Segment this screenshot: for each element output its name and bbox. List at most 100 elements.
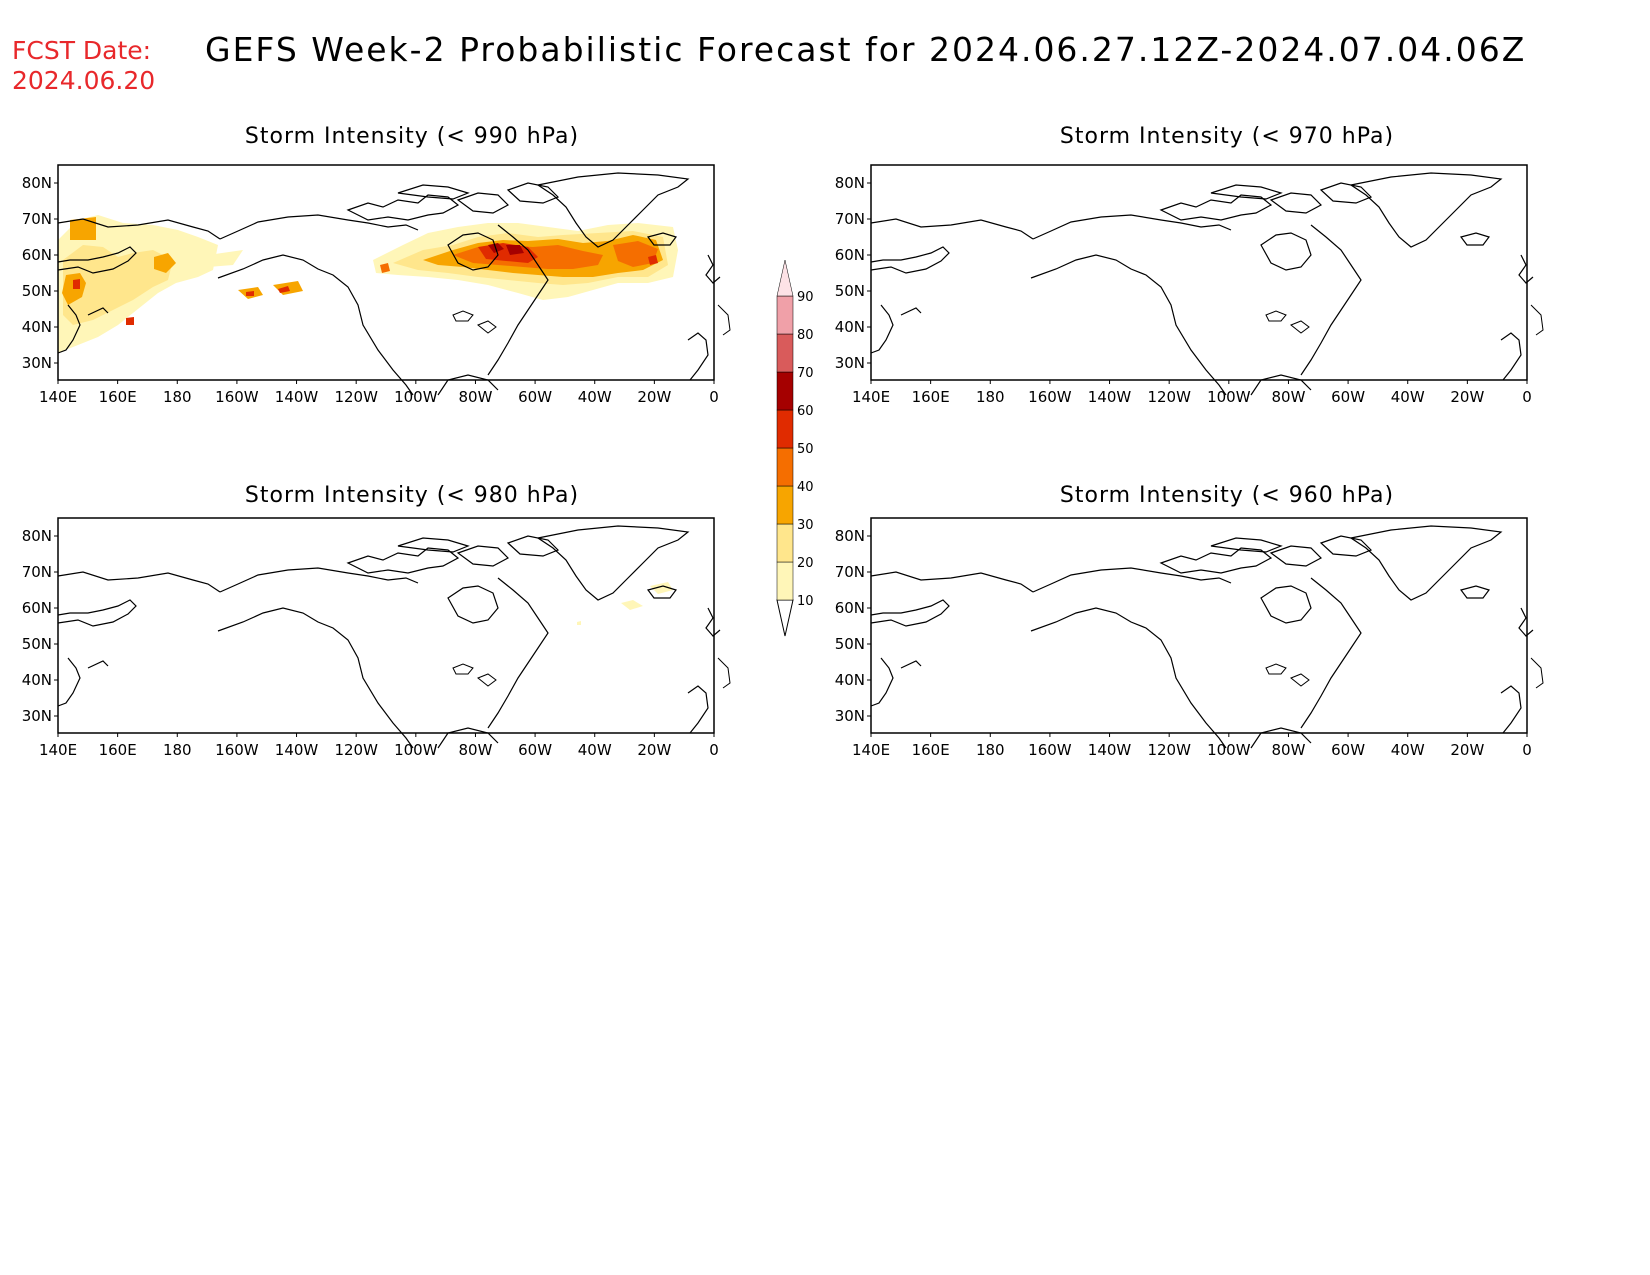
lat-tick-label: 70N xyxy=(835,563,865,581)
lon-tick-label: 100W xyxy=(394,388,438,406)
lon-tick-label: 140W xyxy=(1088,741,1132,759)
lat-tick-label: 50N xyxy=(835,635,865,653)
colorbar-level-label: 90 xyxy=(797,290,814,305)
colorbar-lower-extension xyxy=(776,599,794,637)
lon-tick-label: 160E xyxy=(912,388,950,406)
map-panel-980 xyxy=(57,517,731,749)
map-frame xyxy=(57,164,715,381)
colorbar-swatch xyxy=(776,447,794,487)
lat-tick-label: 70N xyxy=(835,210,865,228)
lon-tick-label: 80W xyxy=(1271,741,1305,759)
lon-tick-label: 120W xyxy=(1147,388,1191,406)
lon-tick-label: 40W xyxy=(578,741,612,759)
lon-tick-label: 160E xyxy=(99,388,137,406)
lon-tick-label: 100W xyxy=(1207,388,1251,406)
colorbar-swatch xyxy=(776,295,794,335)
axis-labels: 80N 70N 60N 50N 40N 30N 140E 160E 180 160W 140W 120… xyxy=(22,174,1532,759)
colorbar-level-label: 30 xyxy=(797,518,814,533)
lon-tick-label: 40W xyxy=(578,388,612,406)
lon-tick-label: 20W xyxy=(1450,388,1484,406)
colorbar-swatch xyxy=(776,333,794,373)
lat-tick-label: 60N xyxy=(835,246,865,264)
lat-tick-label: 30N xyxy=(835,354,865,372)
lon-tick-label: 60W xyxy=(1331,388,1365,406)
lon-tick-label: 180 xyxy=(163,741,192,759)
lat-tick-label: 70N xyxy=(22,210,52,228)
lon-tick-label: 60W xyxy=(518,388,552,406)
lat-tick-label: 80N xyxy=(22,174,52,192)
lon-tick-label: 140E xyxy=(852,388,890,406)
lon-tick-label: 0 xyxy=(1522,388,1532,406)
lon-tick-label: 140W xyxy=(1088,388,1132,406)
lat-tick-label: 30N xyxy=(22,707,52,725)
lat-tick-label: 60N xyxy=(22,246,52,264)
lon-tick-label: 40W xyxy=(1391,388,1425,406)
map-frame xyxy=(870,164,1528,381)
lat-tick-label: 40N xyxy=(835,671,865,689)
lon-tick-label: 120W xyxy=(1147,741,1191,759)
lon-tick-label: 140E xyxy=(39,388,77,406)
map-panel-960 xyxy=(870,517,1544,749)
colorbar-level-label: 20 xyxy=(797,556,814,571)
colorbar-level-label: 10 xyxy=(797,594,814,609)
map-frame xyxy=(870,517,1528,734)
colorbar-swatch xyxy=(776,561,794,601)
lat-tick-label: 80N xyxy=(835,527,865,545)
lat-tick-label: 30N xyxy=(22,354,52,372)
lon-tick-label: 0 xyxy=(709,388,719,406)
colorbar-level-label: 60 xyxy=(797,404,814,419)
lon-tick-label: 40W xyxy=(1391,741,1425,759)
lat-tick-label: 40N xyxy=(22,318,52,336)
lon-tick-label: 80W xyxy=(458,388,492,406)
forecast-date-value: 2024.06.20 xyxy=(12,66,156,95)
forecast-date-block: FCST Date: 2024.06.20 xyxy=(12,36,155,96)
lon-tick-label: 140W xyxy=(275,388,319,406)
lat-tick-label: 60N xyxy=(835,599,865,617)
lon-tick-label: 180 xyxy=(976,741,1005,759)
colorbar-swatch xyxy=(776,409,794,449)
lon-tick-label: 180 xyxy=(976,388,1005,406)
lon-tick-label: 20W xyxy=(637,741,671,759)
lon-tick-label: 120W xyxy=(334,741,378,759)
lon-tick-label: 140E xyxy=(39,741,77,759)
lat-tick-label: 70N xyxy=(22,563,52,581)
lon-tick-label: 60W xyxy=(518,741,552,759)
prob-shading-980 xyxy=(577,582,673,625)
prob-shading-pacific xyxy=(58,215,303,353)
lon-tick-label: 20W xyxy=(637,388,671,406)
colorbar: 10 20 30 40 50 60 70 80 90 xyxy=(776,259,814,637)
lon-tick-label: 0 xyxy=(709,741,719,759)
lon-tick-label: 140E xyxy=(852,741,890,759)
lon-tick-label: 0 xyxy=(1522,741,1532,759)
colorbar-level-label: 50 xyxy=(797,442,814,457)
panel-title-970: Storm Intensity (< 970 hPa) xyxy=(1059,124,1395,149)
lat-tick-label: 60N xyxy=(22,599,52,617)
map-panel-970 xyxy=(870,164,1544,396)
colorbar-level-label: 70 xyxy=(797,366,814,381)
lat-tick-label: 30N xyxy=(835,707,865,725)
lon-tick-label: 100W xyxy=(1207,741,1251,759)
lon-tick-label: 100W xyxy=(394,741,438,759)
lon-tick-label: 160W xyxy=(1028,388,1072,406)
colorbar-level-label: 80 xyxy=(797,328,814,343)
lon-tick-label: 80W xyxy=(1271,388,1305,406)
lon-tick-label: 160W xyxy=(215,741,259,759)
colorbar-upper-extension xyxy=(776,259,794,297)
lon-tick-label: 20W xyxy=(1450,741,1484,759)
colorbar-swatch xyxy=(776,523,794,563)
map-frame xyxy=(57,517,715,734)
forecast-date-label: FCST Date: xyxy=(12,36,152,65)
map-panel-990 xyxy=(57,164,731,396)
colorbar-level-label: 40 xyxy=(797,480,814,495)
main-title: GEFS Week-2 Probabilistic Forecast for 2… xyxy=(205,30,1527,69)
lon-tick-label: 160E xyxy=(912,741,950,759)
lon-tick-label: 160E xyxy=(99,741,137,759)
lat-tick-label: 80N xyxy=(22,527,52,545)
panel-title-980: Storm Intensity (< 980 hPa) xyxy=(244,483,580,508)
panel-title-990: Storm Intensity (< 990 hPa) xyxy=(244,124,580,149)
prob-shading-atlantic xyxy=(373,223,678,300)
lon-tick-label: 60W xyxy=(1331,741,1365,759)
lat-tick-label: 80N xyxy=(835,174,865,192)
lon-tick-label: 120W xyxy=(334,388,378,406)
